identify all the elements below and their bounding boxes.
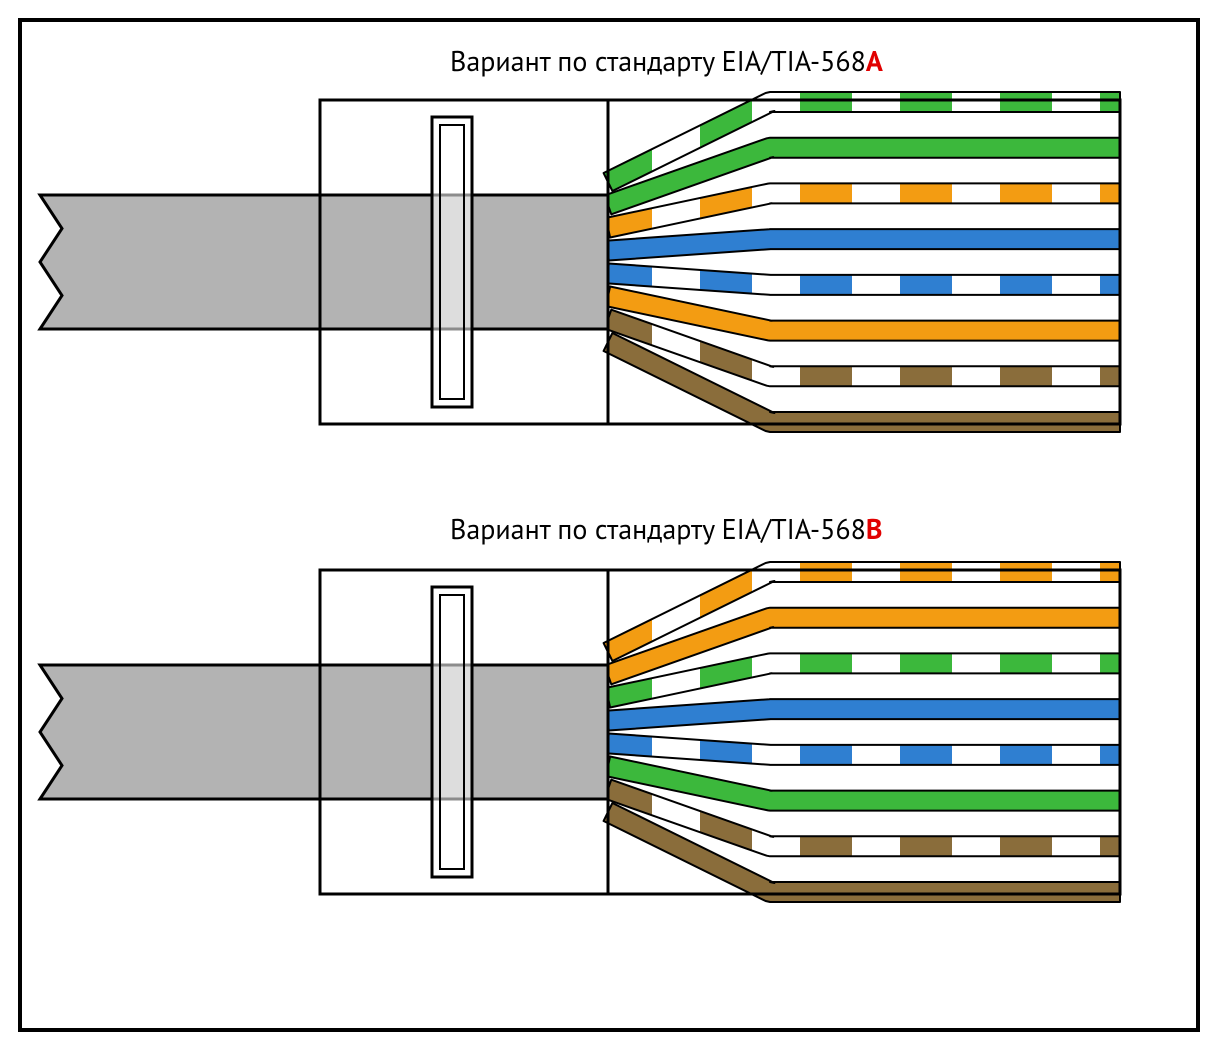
title-prefix: Вариант по стандарту EIA/TIA-568 bbox=[450, 510, 866, 547]
cable-sheath bbox=[40, 665, 608, 799]
title-suffix: A bbox=[866, 42, 883, 79]
variant-A bbox=[40, 92, 1120, 432]
title-prefix: Вариант по стандарту EIA/TIA-568 bbox=[450, 42, 866, 79]
title-suffix: B bbox=[866, 510, 883, 547]
retaining-clip bbox=[432, 587, 472, 877]
title-A: Вариант по стандарту EIA/TIA-568A bbox=[450, 42, 883, 79]
cable-sheath bbox=[40, 195, 608, 329]
diagram-frame: Вариант по стандарту EIA/TIA-568AВариант… bbox=[0, 0, 1218, 1050]
retaining-clip bbox=[432, 117, 472, 407]
title-B: Вариант по стандарту EIA/TIA-568B bbox=[450, 510, 882, 547]
variant-B bbox=[40, 562, 1120, 902]
